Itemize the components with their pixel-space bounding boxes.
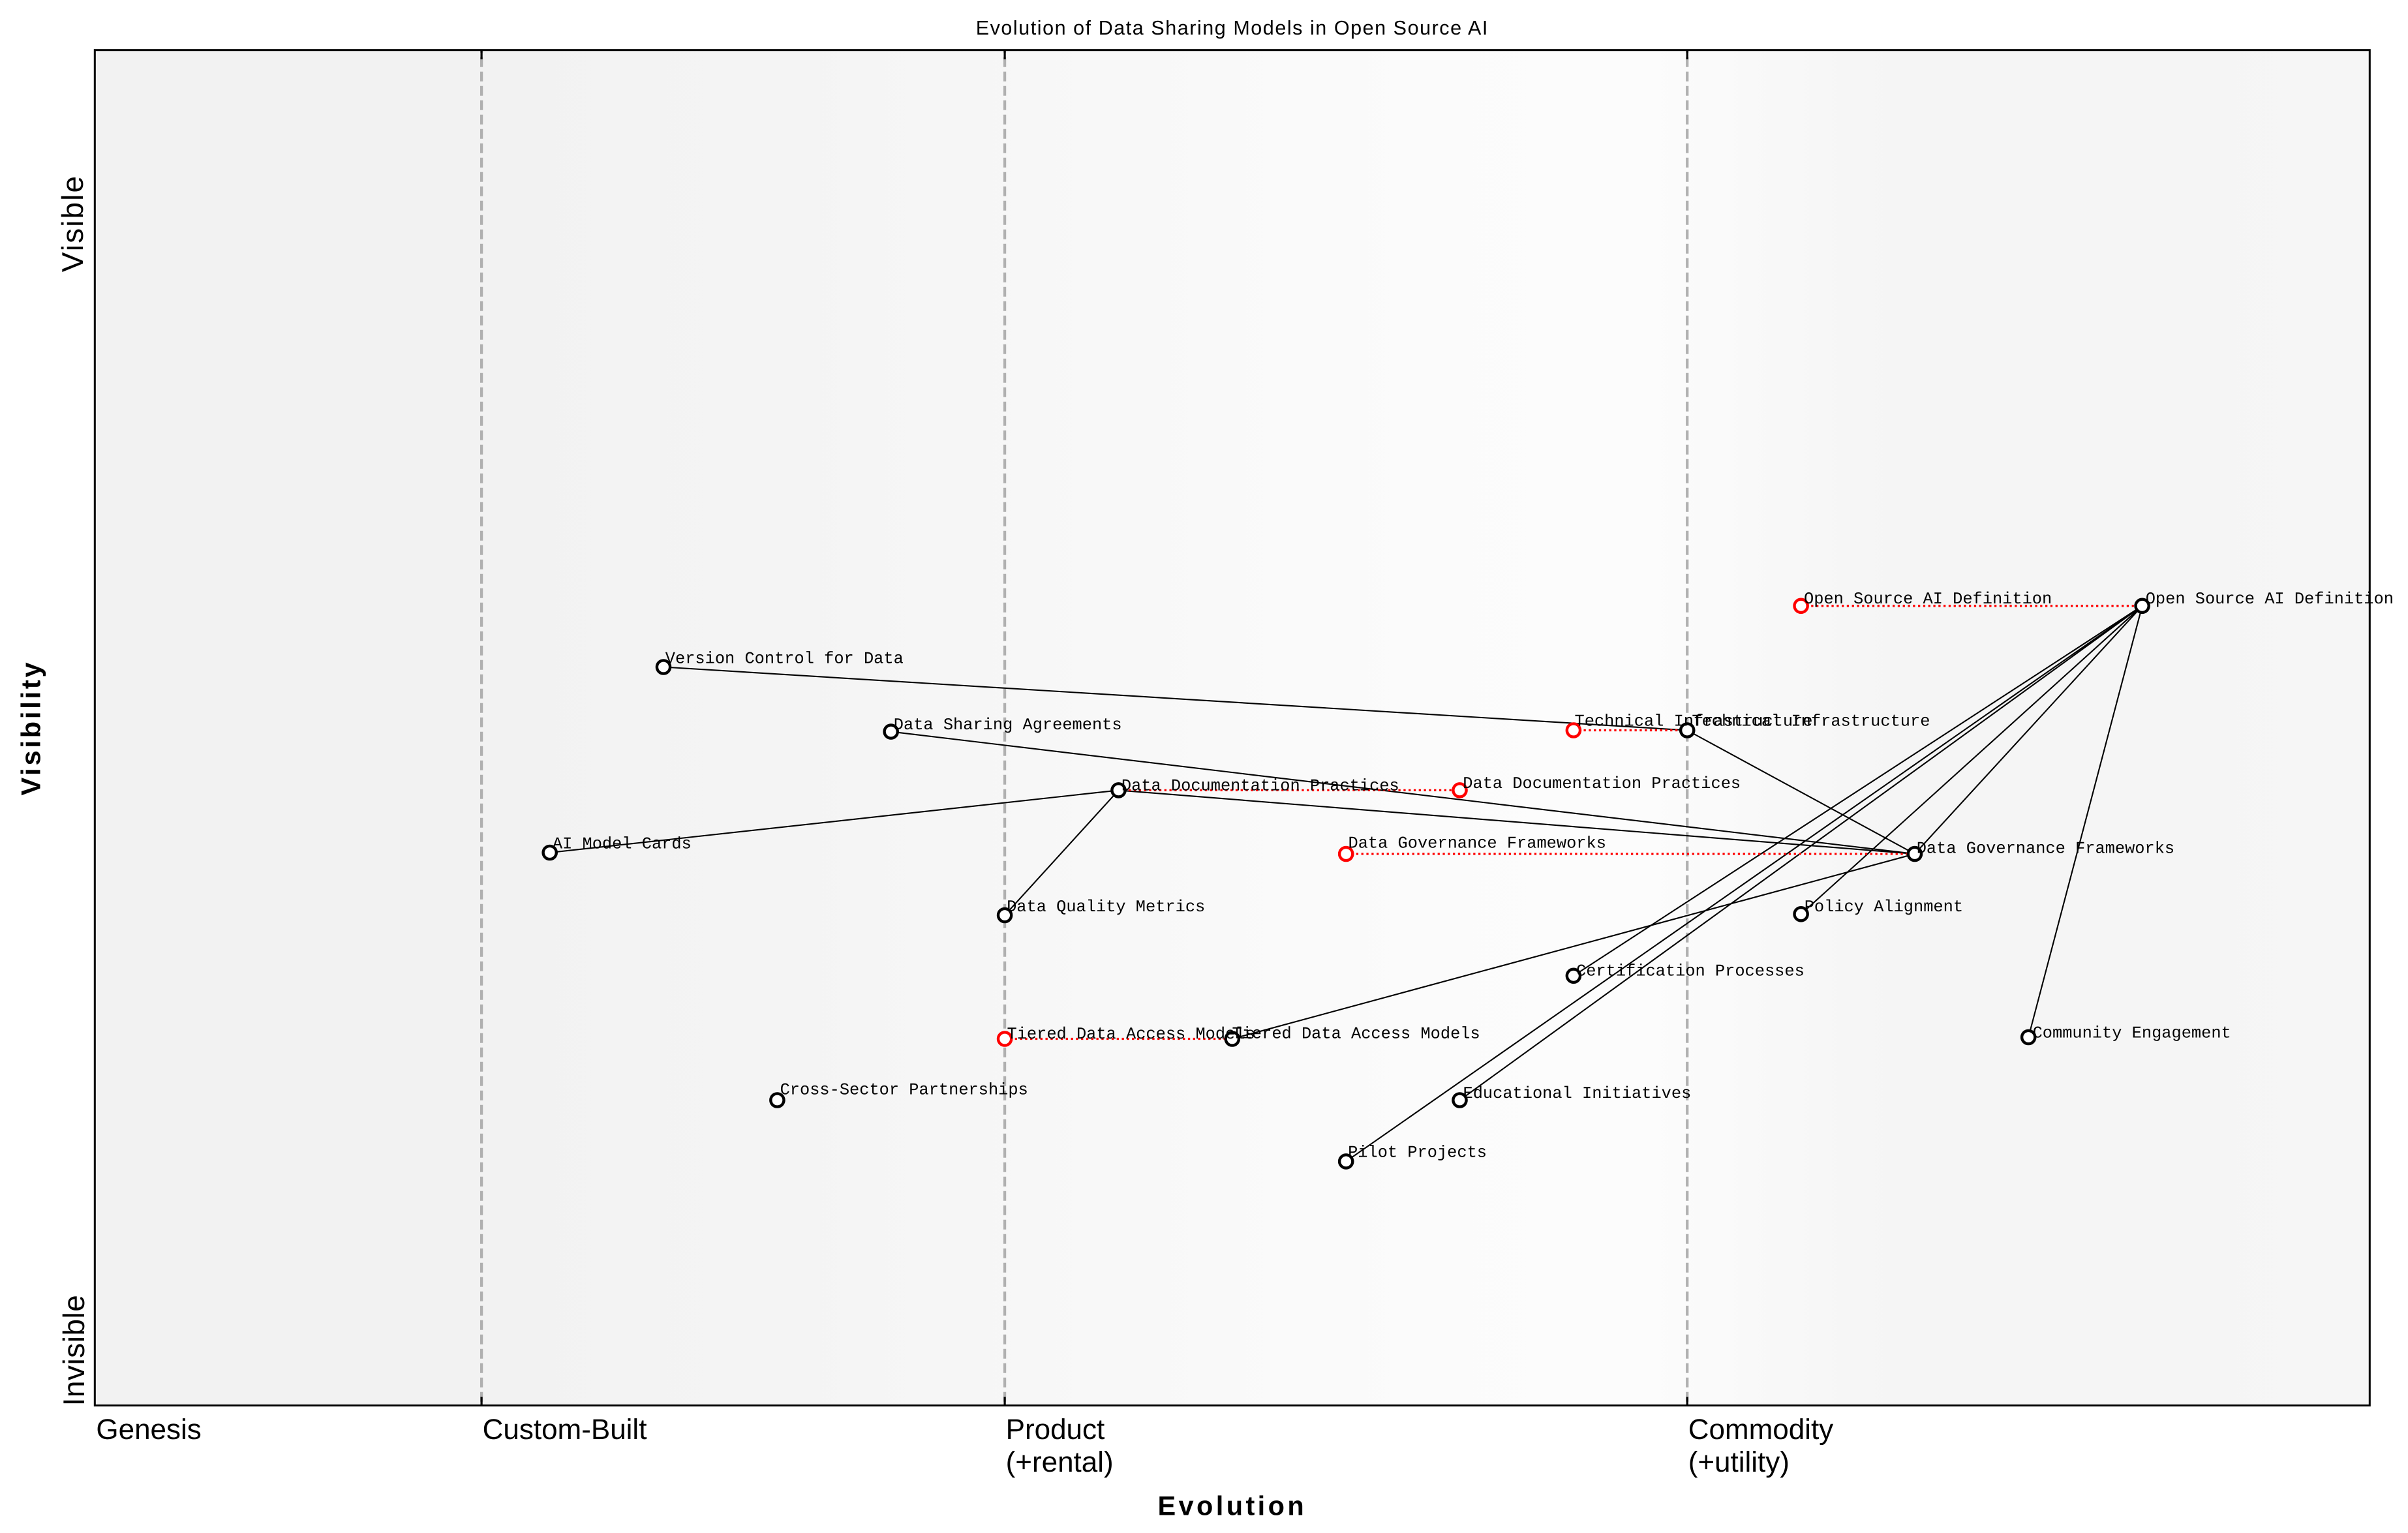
svg-text:Commodity: Commodity bbox=[1688, 1414, 1834, 1446]
svg-text:Tiered Data Access Models: Tiered Data Access Models bbox=[1007, 1025, 1255, 1044]
svg-text:Technical Infrastructure: Technical Infrastructure bbox=[1692, 712, 1930, 731]
svg-text:AI Model Cards: AI Model Cards bbox=[553, 834, 692, 853]
svg-text:Certification Processes: Certification Processes bbox=[1576, 962, 1805, 980]
svg-text:Open Source AI Definition: Open Source AI Definition bbox=[2146, 590, 2394, 609]
svg-text:Invisible: Invisible bbox=[57, 1295, 91, 1406]
svg-text:Policy Alignment: Policy Alignment bbox=[1805, 898, 1963, 917]
svg-text:Evolution: Evolution bbox=[1157, 1490, 1307, 1521]
svg-text:Data Quality Metrics: Data Quality Metrics bbox=[1007, 898, 1205, 917]
svg-text:Version Control for Data: Version Control for Data bbox=[665, 650, 904, 669]
svg-text:Custom-Built: Custom-Built bbox=[483, 1414, 647, 1446]
svg-text:Open Source AI Definition: Open Source AI Definition bbox=[1804, 590, 2052, 609]
svg-text:Visible: Visible bbox=[55, 175, 89, 272]
svg-text:Visibility: Visibility bbox=[15, 660, 46, 796]
svg-text:Technical Infrastructure: Technical Infrastructure bbox=[1575, 712, 1813, 731]
svg-text:(+utility): (+utility) bbox=[1688, 1446, 1790, 1478]
svg-text:Data Governance Frameworks: Data Governance Frameworks bbox=[1917, 839, 2174, 858]
svg-text:Tiered Data Access Models: Tiered Data Access Models bbox=[1232, 1025, 1480, 1044]
svg-text:Cross-Sector Partnerships: Cross-Sector Partnerships bbox=[780, 1080, 1028, 1099]
svg-text:Data Documentation Practices: Data Documentation Practices bbox=[1463, 774, 1741, 793]
svg-text:Community Engagement: Community Engagement bbox=[2033, 1024, 2231, 1043]
svg-text:(+rental): (+rental) bbox=[1006, 1446, 1114, 1478]
svg-text:Evolution of Data Sharing Mode: Evolution of Data Sharing Models in Open… bbox=[976, 17, 1489, 39]
svg-text:Product: Product bbox=[1006, 1414, 1105, 1446]
svg-text:Pilot Projects: Pilot Projects bbox=[1348, 1144, 1487, 1162]
svg-text:Educational Initiatives: Educational Initiatives bbox=[1463, 1084, 1692, 1103]
svg-text:Data Documentation Practices: Data Documentation Practices bbox=[1121, 777, 1399, 796]
svg-text:Data Sharing Agreements: Data Sharing Agreements bbox=[894, 716, 1122, 735]
svg-text:Data Governance Frameworks: Data Governance Frameworks bbox=[1349, 834, 1606, 853]
svg-text:Genesis: Genesis bbox=[96, 1414, 201, 1446]
